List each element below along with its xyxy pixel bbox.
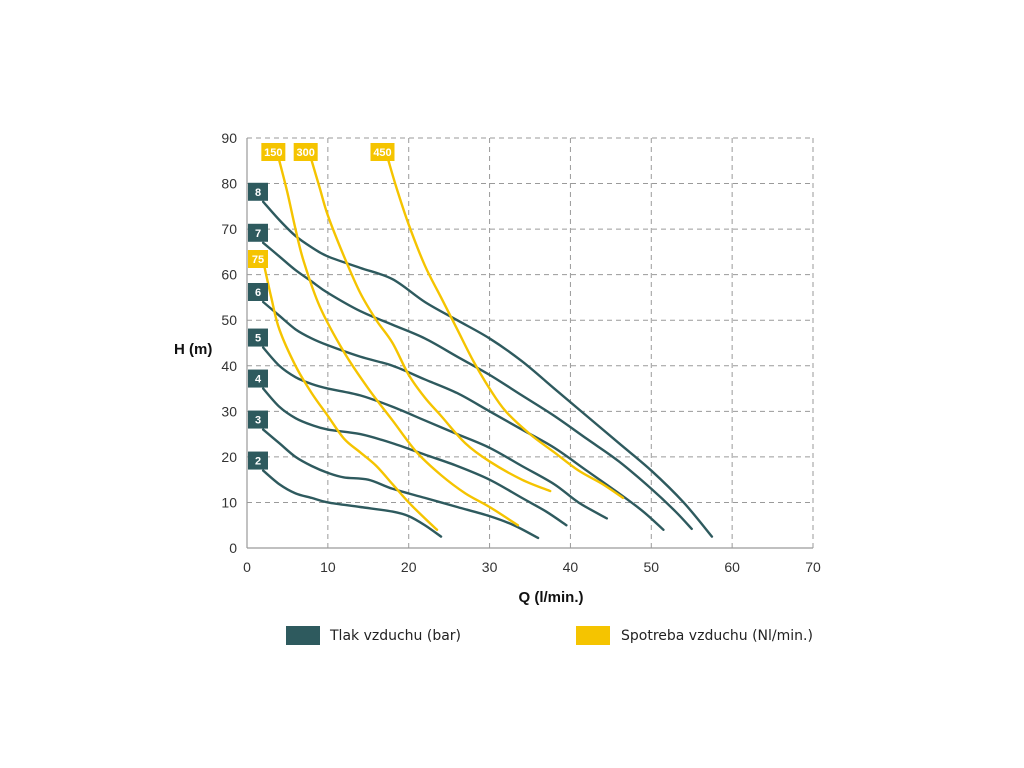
y-tick-label: 60 — [221, 267, 237, 283]
consumption-curve-450 — [387, 159, 625, 500]
consumption-curve-75 — [261, 259, 439, 531]
consumption-badge-75: 75 — [252, 254, 264, 266]
pressure-badge-2: 2 — [255, 456, 261, 468]
consumption-curve-150 — [278, 159, 520, 527]
y-tick-label: 30 — [221, 403, 237, 419]
y-tick-label: 20 — [221, 449, 237, 465]
x-tick-label: 30 — [482, 559, 498, 575]
y-tick-label: 40 — [221, 358, 237, 374]
consumption-badge-150: 150 — [264, 147, 282, 159]
pressure-badge-7: 7 — [255, 228, 261, 240]
legend-swatch-pressure — [286, 626, 320, 645]
axes: 0 10 20 30 40 50 60 70 0 10 20 30 40 50 60 70 80 90 — [221, 130, 821, 575]
pressure-badge-3: 3 — [255, 415, 261, 427]
consumption-curve-300 — [310, 159, 552, 493]
x-axis-title: Q (l/min.) — [519, 589, 584, 606]
pressure-curve-4-bar — [261, 387, 568, 527]
consumption-badge-450: 450 — [373, 147, 391, 159]
consumption-badge-75-bg — [248, 250, 268, 268]
legend: Tlak vzduchu (bar) Spotreba vzduchu (Nl/… — [286, 626, 813, 645]
legend-label-consumption: Spotreba vzduchu (Nl/min.) — [621, 628, 813, 644]
x-tick-label: 0 — [243, 559, 251, 575]
pressure-badge-2-bg — [248, 451, 268, 470]
consumption-badge-450-bg — [370, 143, 395, 161]
pressure-badge-3-bg — [248, 410, 268, 429]
y-tick-label: 50 — [221, 312, 237, 328]
grid — [247, 137, 814, 548]
pressure-badge-6: 6 — [255, 287, 261, 299]
pressure-curve-7-bar — [261, 241, 693, 531]
legend-label-pressure: Tlak vzduchu (bar) — [329, 628, 461, 644]
legend-swatch-consumption — [576, 626, 610, 645]
pressure-badge-8-bg — [248, 182, 268, 201]
y-tick-label: 10 — [221, 494, 237, 510]
series — [261, 159, 714, 540]
pressure-curve-2-bar — [261, 469, 443, 538]
pressure-badge-6-bg — [248, 283, 268, 301]
pressure-badge-8: 8 — [255, 187, 261, 199]
x-tick-label: 70 — [805, 559, 821, 575]
pressure-curve-5-bar — [261, 346, 609, 520]
pressure-badge-4-bg — [248, 369, 268, 388]
x-tick-label: 10 — [320, 559, 336, 575]
x-tick-label: 60 — [724, 559, 740, 575]
y-tick-label: 90 — [221, 130, 237, 146]
pressure-badge-7-bg — [248, 223, 268, 242]
y-tick-label: 0 — [229, 540, 237, 556]
y-axis-title: H (m) — [174, 341, 212, 358]
x-tick-label: 40 — [563, 559, 579, 575]
consumption-badge-300-bg — [293, 143, 318, 161]
y-tick-label: 80 — [221, 176, 237, 192]
pressure-curve-6-bar — [261, 300, 665, 531]
pressure-curve-3-bar — [261, 428, 540, 540]
pressure-badge-5-bg — [248, 328, 268, 347]
consumption-badge-150-bg — [261, 143, 286, 161]
x-tick-label: 50 — [643, 559, 659, 575]
series-badges: 2 3 4 5 6 7 8 75 150 300 450 — [248, 143, 395, 470]
y-tick-label: 70 — [221, 221, 237, 237]
pressure-curve-8-bar — [261, 200, 714, 538]
x-tick-label: 20 — [401, 559, 417, 575]
consumption-badge-300: 300 — [297, 147, 315, 159]
pressure-badge-5: 5 — [255, 333, 261, 345]
pressure-badge-4: 4 — [255, 374, 262, 386]
